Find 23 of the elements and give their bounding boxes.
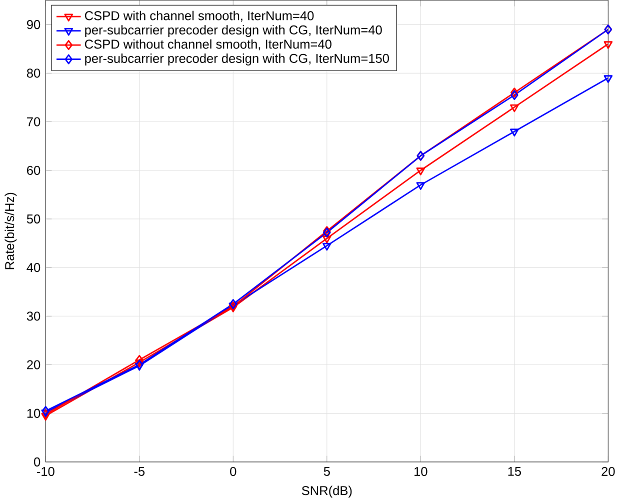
y-tick-label: 10 bbox=[27, 408, 40, 418]
y-tick-label: 70 bbox=[27, 117, 40, 126]
legend-label: CSPD with channel smooth, IterNum=40 bbox=[84, 10, 314, 22]
y-tick-label: 30 bbox=[26, 311, 40, 320]
y-tick-label: 0 bbox=[34, 457, 40, 466]
x-tick-label: 5 bbox=[324, 466, 330, 476]
x-tick-label: 20 bbox=[602, 466, 615, 476]
y-tick-label: 90 bbox=[27, 20, 40, 29]
y-tick-label: 20 bbox=[27, 360, 40, 370]
x-tick-label: -5 bbox=[134, 466, 145, 476]
x-axis-title: SNR(dB) bbox=[302, 486, 352, 498]
y-tick-label: 60 bbox=[27, 166, 40, 175]
y-tick-label: 40 bbox=[26, 262, 40, 272]
legend-label: CSPD without channel smooth, IterNum=40 bbox=[84, 39, 332, 50]
y-tick-label: 50 bbox=[26, 214, 40, 224]
x-tick-label: 15 bbox=[508, 466, 521, 476]
y-axis-title: Rate(bit/s/Hz) bbox=[4, 192, 17, 269]
x-tick-label: -10 bbox=[36, 466, 54, 476]
x-tick-label: 0 bbox=[230, 466, 236, 476]
legend-label: per-subcarrier precoder design with CG, IterNum=150 bbox=[85, 53, 389, 66]
x-tick-label: 10 bbox=[414, 466, 428, 476]
legend-label: per-subcarrier precoder design with CG, IterNum=40 bbox=[85, 24, 382, 37]
y-tick-label: 80 bbox=[26, 68, 40, 78]
